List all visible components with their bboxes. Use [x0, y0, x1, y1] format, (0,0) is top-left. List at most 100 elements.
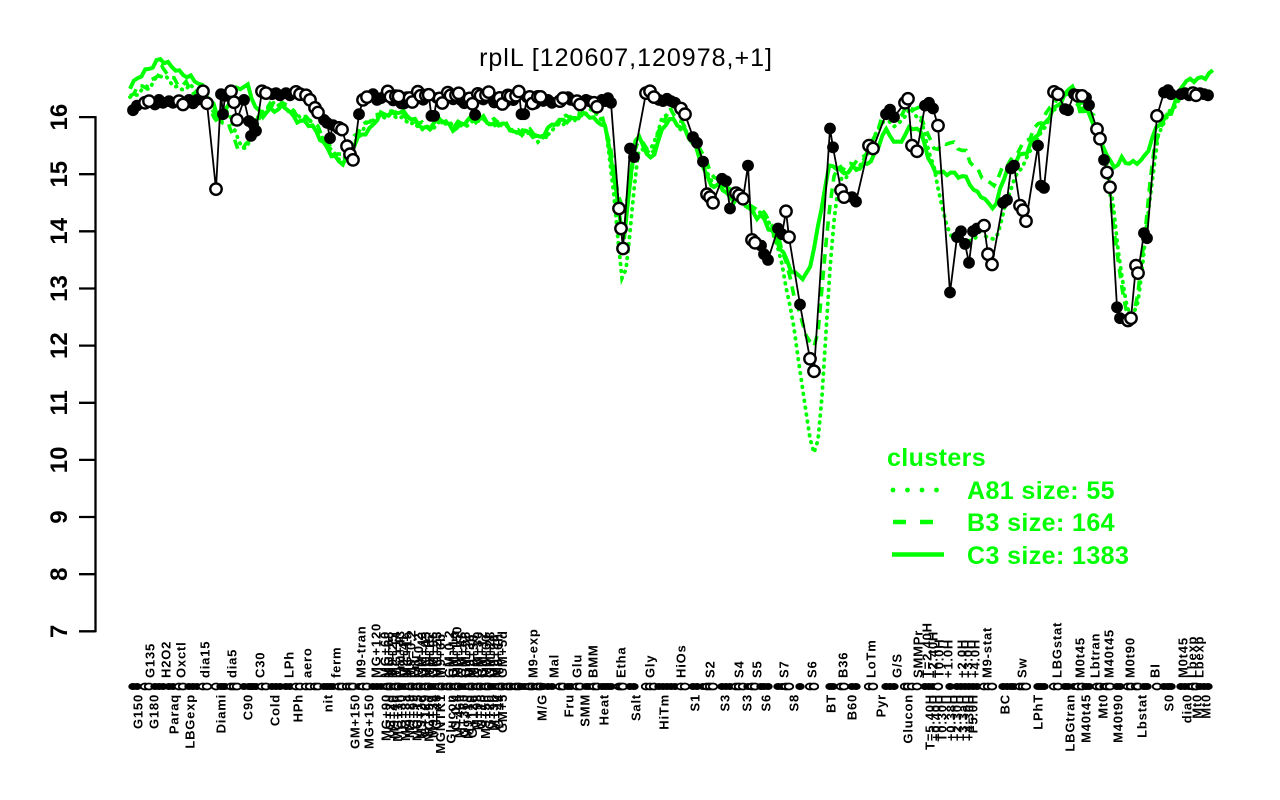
svg-text:T0.0H: T0.0H: [932, 639, 947, 678]
svg-text:M+3b: M+3b: [487, 694, 502, 731]
svg-text:MG+60: MG+60: [378, 631, 393, 678]
svg-text:BT: BT: [824, 694, 839, 713]
svg-text:dia15: dia15: [198, 641, 213, 678]
svg-text:dia0: dia0: [1180, 694, 1195, 723]
svg-text:MG+14: MG+14: [389, 631, 404, 678]
svg-text:clusters: clusters: [887, 444, 986, 472]
svg-text:LBGexp: LBGexp: [183, 694, 198, 749]
svg-text:M9+6h: M9+6h: [491, 633, 506, 678]
svg-text:G/S: G/S: [890, 653, 905, 678]
svg-text:M9+50: M9+50: [466, 634, 481, 678]
svg-text:+3.3aH: +3.3aH: [956, 694, 971, 741]
svg-text:LBGtran: LBGtran: [1063, 694, 1078, 752]
svg-text:Gly: Gly: [643, 655, 658, 678]
svg-text:M9-exp: M9-exp: [526, 628, 541, 678]
svg-text:16: 16: [46, 104, 73, 131]
svg-text:S3: S3: [740, 694, 755, 712]
svg-text:Paraq: Paraq: [167, 694, 182, 734]
svg-text:+2.40H: +2.40H: [926, 631, 941, 678]
svg-text:M9+150: M9+150: [450, 626, 465, 678]
svg-text:T0.30H: T0.30H: [935, 694, 950, 741]
svg-text:Sw: Sw: [1015, 658, 1030, 678]
svg-text:G+129: G+129: [418, 694, 433, 737]
svg-text:B36: B36: [836, 652, 851, 678]
svg-text:dia5: dia5: [225, 649, 240, 678]
svg-text:Glucon: Glucon: [444, 694, 459, 744]
svg-text:S0: S0: [1162, 694, 1177, 712]
svg-text:M9+2q: M9+2q: [414, 694, 429, 739]
svg-text:GM+43: GM+43: [415, 631, 430, 678]
svg-text:G-0.4: G-0.4: [448, 694, 463, 731]
svg-text:G+30: G+30: [394, 694, 409, 729]
svg-text:MG+3a: MG+3a: [398, 694, 413, 741]
svg-text:LoTm: LoTm: [864, 639, 879, 678]
svg-text:GM+150: GM+150: [348, 694, 363, 749]
svg-text:M0t90: M0t90: [1123, 637, 1138, 678]
svg-text:SMMPr: SMMPr: [911, 630, 926, 678]
svg-text:GM+96: GM+96: [426, 631, 441, 678]
svg-text:Glu: Glu: [570, 654, 585, 678]
svg-text:MG+150: MG+150: [362, 694, 377, 749]
svg-text:13: 13: [46, 275, 73, 302]
svg-text:MG+120: MG+120: [369, 623, 384, 678]
svg-text:S5: S5: [750, 660, 765, 678]
svg-text:M9+34: M9+34: [425, 694, 440, 738]
svg-text:HiOs: HiOs: [674, 644, 689, 678]
svg-text:+2.30H: +2.30H: [950, 694, 965, 741]
svg-text:Mt0: Mt0: [1096, 694, 1111, 719]
svg-text:MG+15: MG+15: [410, 694, 425, 741]
svg-text:Lbstat: Lbstat: [1135, 694, 1150, 738]
svg-text:M9=0.2: M9=0.2: [403, 629, 418, 678]
svg-text:GM+5: GM+5: [495, 694, 510, 733]
svg-text:Cold: Cold: [268, 694, 283, 726]
svg-text:+1.0H: +1.0H: [941, 639, 956, 678]
svg-text:M9+15: M9+15: [422, 634, 437, 678]
svg-text:Oxctl: Oxctl: [174, 641, 189, 678]
svg-text:G+99: G+99: [406, 694, 421, 729]
svg-text:10: 10: [46, 447, 73, 474]
svg-text:A81 size: 55: A81 size: 55: [967, 477, 1115, 505]
svg-text:M9-tran: M9-tran: [354, 625, 369, 678]
svg-text:15: 15: [46, 161, 73, 188]
svg-text:11: 11: [46, 390, 73, 415]
svg-text:Glucon: Glucon: [901, 694, 916, 744]
svg-text:8: 8: [46, 568, 73, 581]
svg-text:G+2a: G+2a: [482, 694, 497, 729]
svg-text:G+44: G+44: [491, 694, 506, 729]
svg-text:GM-0.2: GM-0.2: [442, 630, 457, 678]
svg-text:BC: BC: [998, 694, 1013, 714]
svg-text:T=2.40H: T=2.40H: [920, 622, 935, 678]
svg-text:M9+29: M9+29: [402, 694, 417, 738]
svg-text:Fru: Fru: [407, 655, 422, 678]
svg-text:MG+90: MG+90: [379, 694, 394, 741]
svg-text:M9+98: M9+98: [487, 634, 502, 678]
svg-text:M9+6b: M9+6b: [433, 633, 448, 678]
svg-text:+0.38H: +0.38H: [944, 694, 959, 741]
svg-text:GM+46: GM+46: [454, 631, 469, 678]
svg-text:HPh: HPh: [291, 694, 306, 722]
svg-text:S6: S6: [805, 660, 820, 678]
svg-text:Heat: Heat: [597, 694, 612, 725]
svg-text:BI: BI: [1148, 663, 1163, 678]
svg-text:9: 9: [46, 510, 73, 523]
svg-text:G150: G150: [131, 694, 146, 729]
svg-text:M/G: M/G: [535, 694, 550, 721]
svg-text:B3 size: 164: B3 size: 164: [967, 509, 1115, 537]
svg-text:G+15: G+15: [474, 694, 489, 729]
svg-text:7: 7: [46, 625, 73, 638]
svg-text:Fru: Fru: [562, 694, 577, 717]
svg-text:MG+9d: MG+9d: [421, 694, 436, 742]
svg-text:M40t45: M40t45: [1079, 694, 1094, 743]
svg-text:Salt: Salt: [629, 694, 644, 721]
svg-text:Lbtran: Lbtran: [1088, 633, 1103, 678]
svg-text:G+2d: G+2d: [382, 694, 397, 730]
svg-text:SMM: SMM: [578, 694, 593, 727]
svg-text:aero: aero: [300, 647, 315, 678]
svg-text:B60: B60: [845, 694, 860, 720]
svg-text:14: 14: [46, 217, 73, 244]
svg-text:GM+30: GM+30: [470, 631, 485, 678]
svg-text:+4.30H: +4.30H: [962, 694, 977, 741]
svg-text:LPh: LPh: [282, 651, 297, 678]
svg-text:MG+1a: MG+1a: [400, 631, 415, 678]
svg-text:Mal: Mal: [547, 654, 562, 678]
